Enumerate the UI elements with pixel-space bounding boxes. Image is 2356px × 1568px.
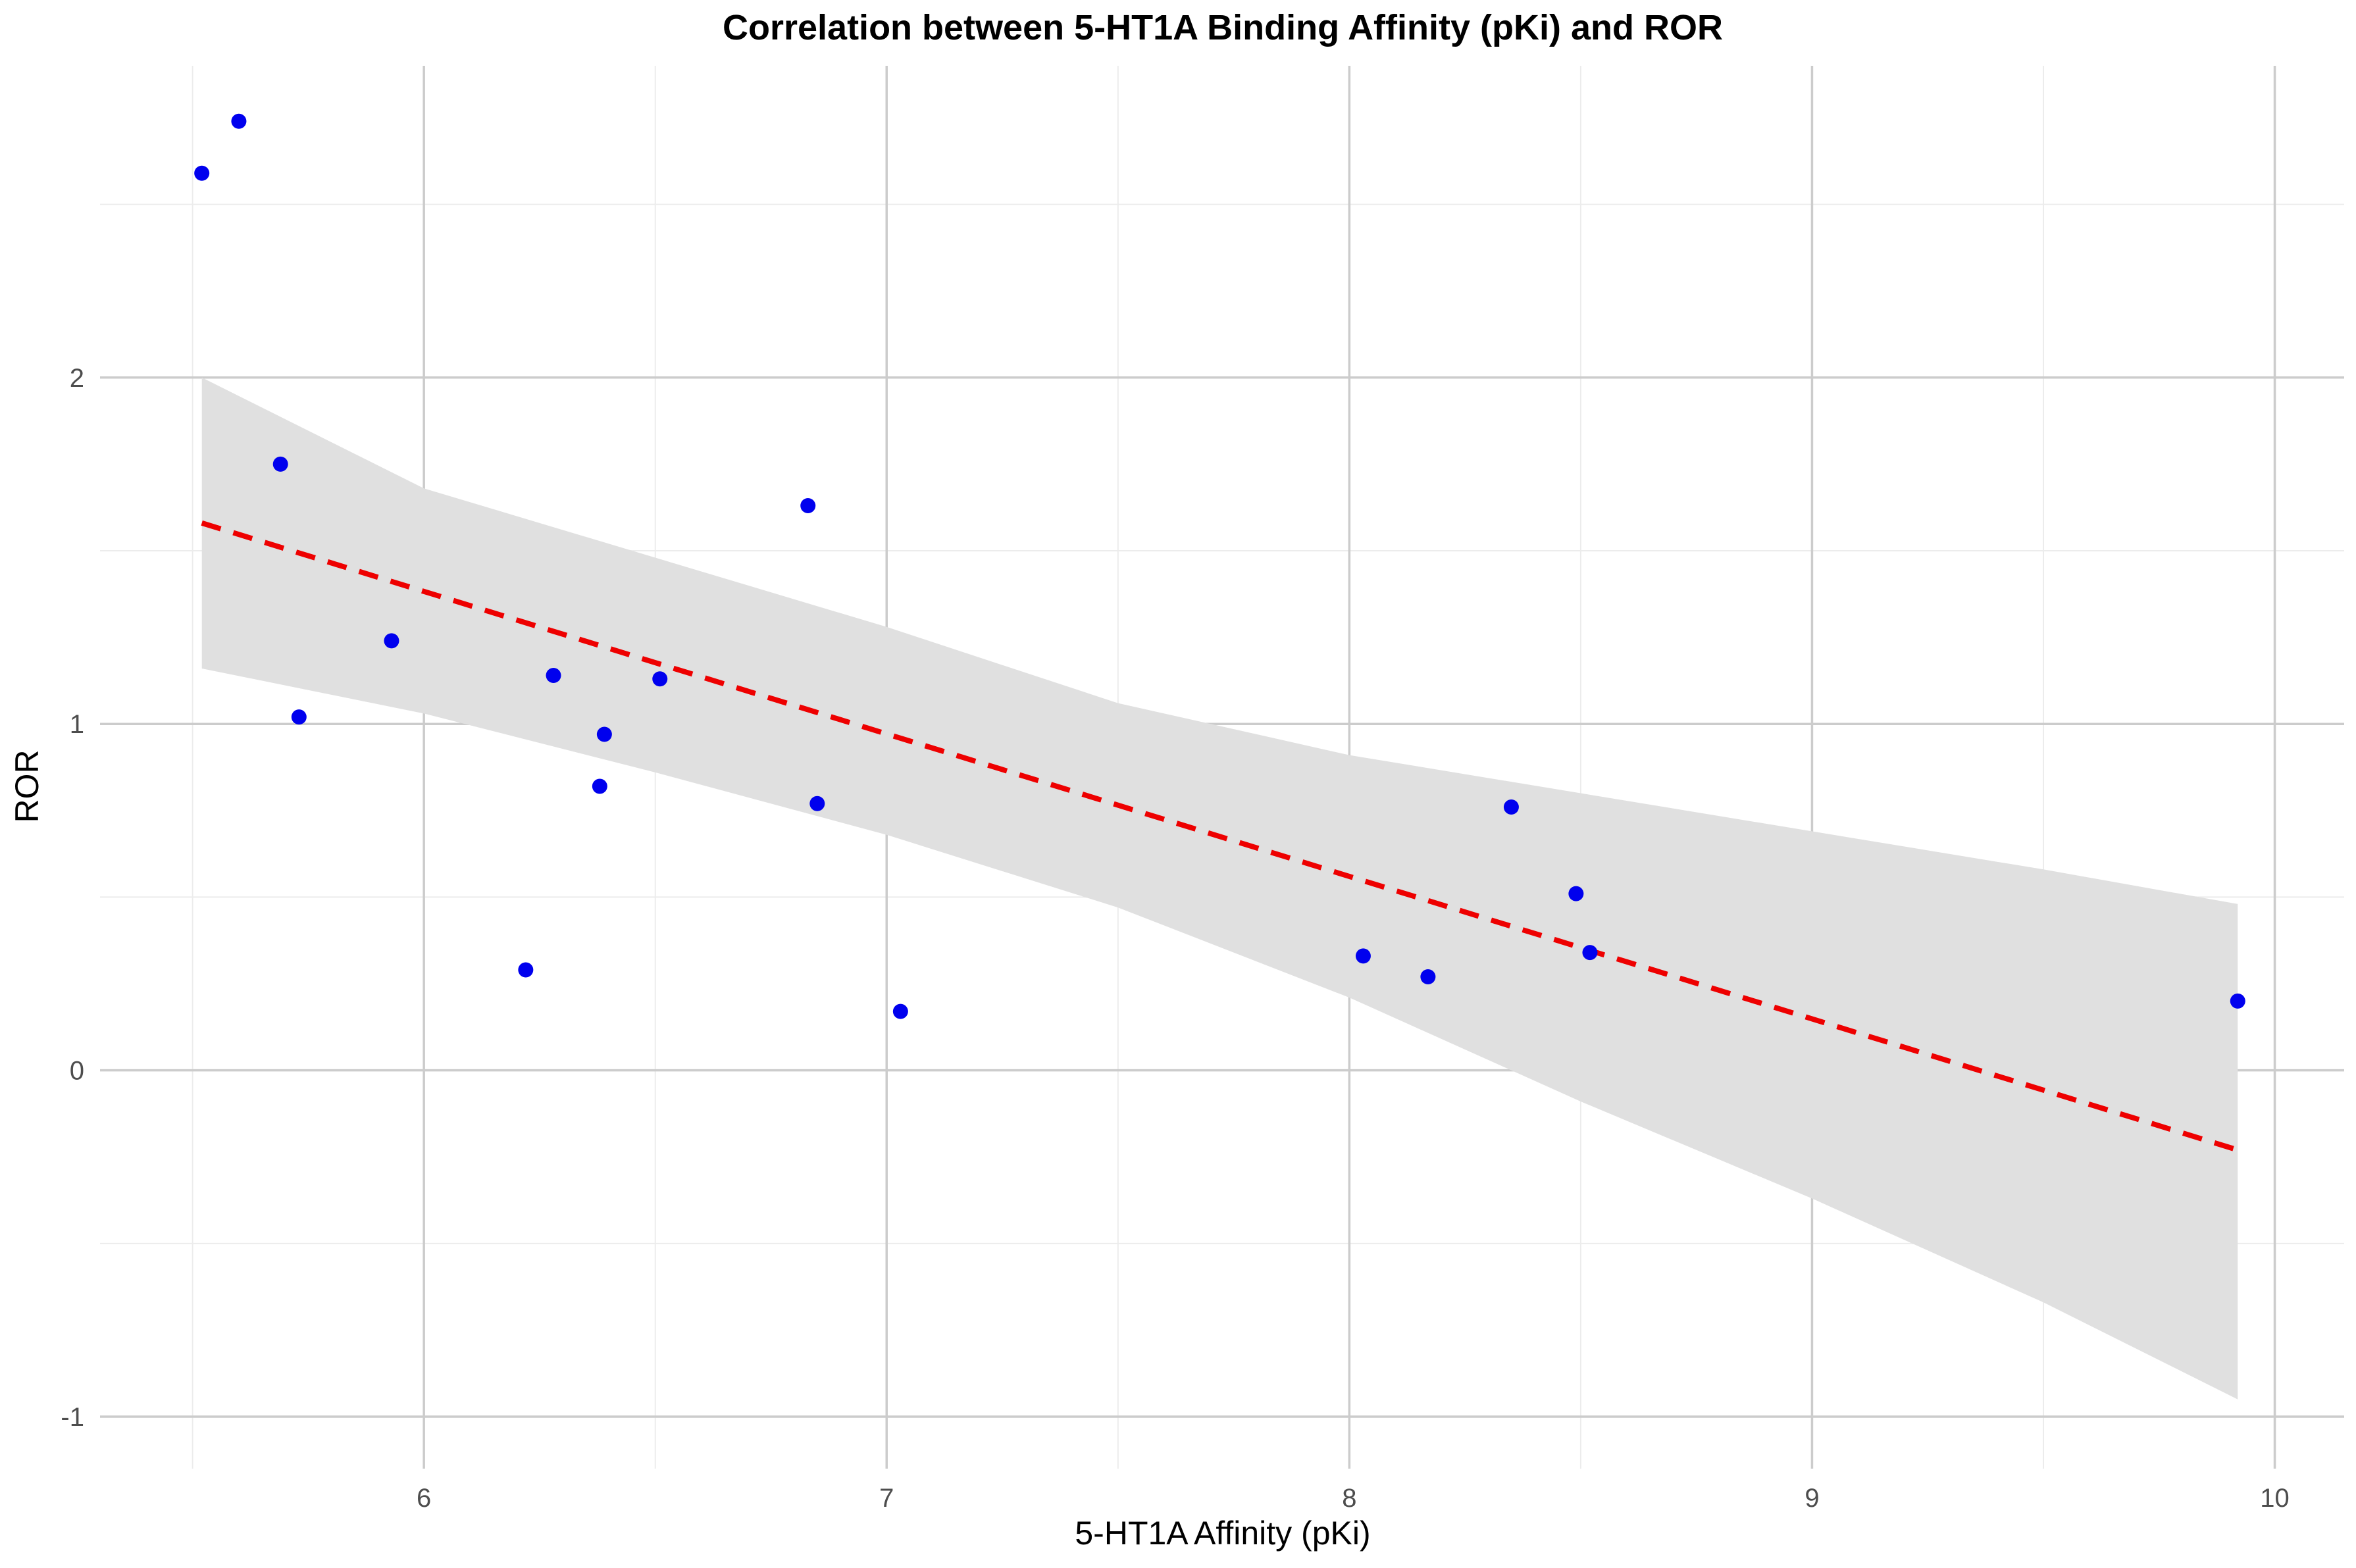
chart-title: Correlation between 5-HT1A Binding Affin… <box>723 8 1723 47</box>
confidence-band <box>201 377 2238 1400</box>
y-tick-label: -1 <box>61 1403 84 1432</box>
x-tick-label: 9 <box>1805 1484 1819 1513</box>
y-tick-label: 0 <box>70 1057 84 1086</box>
data-point <box>291 709 307 725</box>
trend-line <box>201 520 2239 1153</box>
data-point <box>1582 945 1598 961</box>
data-point <box>592 778 607 794</box>
tick-labels: 6 7 8 9 10 -1 0 1 2 <box>61 364 2289 1513</box>
x-tick-label: 6 <box>417 1484 431 1513</box>
data-point <box>809 796 825 811</box>
trend-line-group <box>201 520 2239 1153</box>
data-point <box>384 633 399 649</box>
data-point <box>1420 969 1436 984</box>
data-point <box>800 498 816 514</box>
data-points <box>194 113 2245 1019</box>
x-axis-title: 5-HT1A Affinity (pKi) <box>1075 1515 1370 1552</box>
y-tick-label: 1 <box>70 710 84 739</box>
x-tick-label: 8 <box>1342 1484 1356 1513</box>
data-point <box>546 667 561 683</box>
y-axis-title: ROR <box>9 749 45 822</box>
x-tick-label: 10 <box>2260 1484 2290 1513</box>
x-tick-label: 7 <box>879 1484 894 1513</box>
data-point <box>518 962 534 978</box>
data-point <box>1503 799 1519 815</box>
data-point <box>2230 993 2245 1009</box>
data-point <box>652 671 668 687</box>
y-tick-label: 2 <box>70 364 84 393</box>
data-point <box>892 1003 908 1019</box>
data-point <box>1568 886 1584 901</box>
data-point <box>596 726 612 742</box>
data-point <box>1355 948 1371 964</box>
data-point <box>231 113 247 129</box>
data-point <box>272 456 288 472</box>
data-point <box>194 165 210 181</box>
confidence-band-group <box>201 377 2238 1400</box>
